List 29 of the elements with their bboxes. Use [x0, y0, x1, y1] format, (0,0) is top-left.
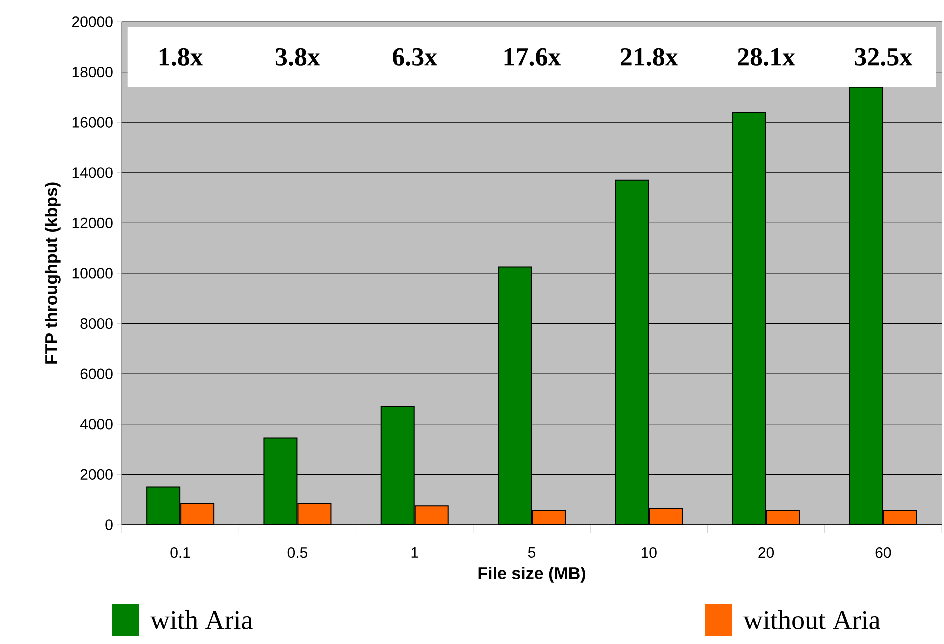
annotation: 3.8x [276, 48, 320, 66]
x-tick-label: 5 [528, 548, 536, 558]
x-tick-label: 60 [876, 548, 892, 558]
annotation: 28.1x [738, 48, 796, 66]
legend-label: with Aria [150, 610, 253, 630]
y-tick-label: 12000 [72, 218, 113, 228]
y-tick-label: 2000 [80, 469, 113, 480]
y-tick-label: 6000 [80, 368, 113, 380]
y-tick-label: 4000 [80, 419, 113, 430]
x-tick-label: 20 [758, 548, 774, 558]
x-tick-label: 0.1 [170, 548, 190, 558]
legend-label: without Aria [744, 610, 880, 630]
y-tick-label: 18000 [72, 66, 113, 78]
annotation: 32.5x [855, 48, 913, 66]
y-axis-title: FTP throughput (kbps) [44, 182, 61, 364]
annotation: 17.6x [504, 48, 562, 66]
x-tick-label: 0.5 [288, 548, 308, 558]
x-tick-label: 1 [412, 548, 418, 558]
y-tick-label: 8000 [80, 318, 113, 330]
x-tick-label: 10 [642, 548, 657, 558]
y-tick-label: 14000 [72, 168, 113, 178]
annotation: 6.3x [393, 48, 438, 66]
y-tick-label: 20000 [72, 16, 113, 28]
y-tick-label: 0 [106, 520, 113, 530]
y-tick-label: 16000 [72, 117, 113, 128]
annotation: 21.8x [620, 48, 678, 66]
annotation: 1.8x [160, 48, 204, 66]
x-axis-title: File size (MB) [478, 567, 586, 583]
y-tick-label: 10000 [72, 268, 113, 279]
